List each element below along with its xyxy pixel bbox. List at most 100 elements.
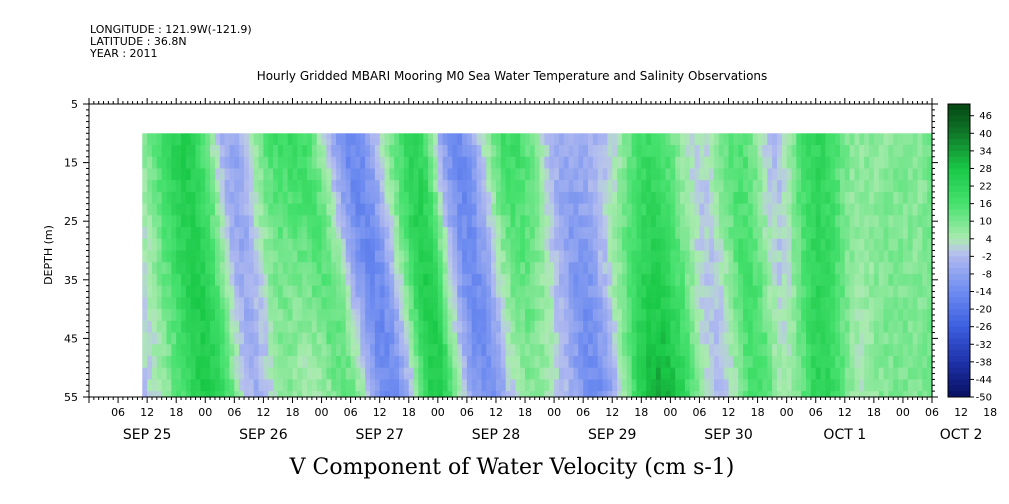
heatmap-cell: [331, 244, 337, 252]
heatmap-cell: [234, 332, 240, 339]
heatmap-cell: [355, 150, 361, 158]
heatmap-cell: [534, 133, 541, 140]
heatmap-cell: [340, 174, 347, 181]
heatmap-cell: [389, 227, 395, 234]
heatmap-cell: [374, 344, 381, 351]
heatmap-cell: [408, 297, 415, 304]
heatmap-cell: [268, 338, 274, 345]
heatmap-cell: [471, 332, 478, 339]
heatmap-cell: [156, 186, 163, 193]
heatmap-cell: [549, 268, 555, 275]
heatmap-cell: [525, 320, 531, 328]
heatmap-cell: [176, 350, 182, 357]
heatmap-cell: [660, 150, 667, 158]
heatmap-cell: [224, 320, 231, 328]
heatmap-cell: [355, 355, 361, 363]
heatmap-cell: [476, 303, 483, 310]
heatmap-cell: [277, 273, 284, 281]
heatmap-cell: [336, 309, 342, 316]
heatmap-cell: [413, 350, 420, 357]
heatmap-cell: [471, 174, 478, 181]
heatmap-cell: [389, 238, 395, 246]
heatmap-cell: [558, 344, 565, 351]
heatmap-cell: [181, 232, 187, 240]
heatmap-cell: [345, 326, 352, 334]
heatmap-cell: [253, 168, 260, 175]
heatmap-cell: [457, 227, 463, 234]
heatmap-cell: [263, 350, 269, 357]
heatmap-cell: [588, 273, 594, 281]
heatmap-cell: [181, 209, 187, 216]
heatmap-cell: [389, 197, 395, 205]
heatmap-cell: [142, 180, 148, 187]
heatmap-cell: [636, 186, 642, 193]
heatmap-cell: [544, 379, 550, 386]
heatmap-cell: [418, 238, 424, 246]
heatmap-cell: [181, 268, 187, 275]
heatmap-cell: [214, 273, 221, 281]
heatmap-cell: [442, 361, 449, 369]
heatmap-cell: [292, 215, 298, 222]
heatmap-cell: [655, 162, 662, 170]
heatmap-cell: [418, 309, 424, 316]
heatmap-cell: [195, 314, 202, 322]
heatmap-cell: [423, 344, 429, 351]
latitude-label: LATITUDE : 36.8N: [90, 35, 187, 48]
heatmap-cell: [592, 250, 599, 257]
heatmap-cell: [292, 150, 298, 158]
heatmap-cell: [161, 191, 168, 199]
heatmap-cell: [166, 391, 172, 398]
heatmap-cell: [602, 145, 608, 152]
heatmap-cell: [302, 297, 308, 304]
heatmap-cell: [476, 297, 483, 304]
heatmap-cell: [520, 385, 526, 392]
heatmap-cell: [282, 191, 289, 199]
heatmap-cell: [210, 279, 216, 287]
heatmap-cell: [651, 273, 657, 281]
heatmap-cell: [176, 297, 182, 304]
heatmap-cell: [205, 344, 211, 351]
heatmap-cell: [384, 303, 390, 310]
heatmap-cell: [331, 367, 337, 375]
heatmap-cell: [554, 303, 560, 310]
heatmap-cell: [181, 197, 187, 205]
heatmap-cell: [423, 350, 429, 357]
heatmap-cell: [529, 291, 536, 298]
heatmap-cell: [263, 156, 269, 164]
heatmap-cell: [263, 133, 269, 140]
heatmap-cell: [331, 221, 337, 228]
heatmap-cell: [457, 338, 463, 345]
heatmap-cell: [210, 309, 216, 316]
heatmap-cell: [495, 350, 502, 357]
heatmap-cell: [491, 133, 497, 140]
heatmap-cell: [336, 250, 342, 257]
heatmap-cell: [166, 355, 172, 363]
heatmap-cell: [331, 285, 337, 293]
heatmap-cell: [248, 379, 255, 386]
heatmap-cell: [437, 303, 444, 310]
heatmap-cell: [176, 250, 182, 257]
heatmap-cell: [408, 156, 415, 164]
heatmap-cell: [181, 367, 187, 375]
heatmap-cell: [597, 215, 604, 222]
heatmap-cell: [229, 291, 235, 298]
heatmap-cell: [583, 309, 589, 316]
heatmap-cell: [617, 191, 623, 199]
heatmap-cell: [462, 227, 468, 234]
heatmap-cell: [345, 232, 352, 240]
heatmap-cell: [578, 232, 584, 240]
heatmap-cell: [190, 180, 197, 187]
heatmap-cell: [675, 279, 681, 287]
heatmap-cell: [229, 227, 235, 234]
heatmap-cell: [573, 268, 579, 275]
heatmap-cell: [476, 168, 483, 175]
heatmap-cell: [268, 268, 274, 275]
heatmap-cell: [534, 244, 541, 252]
heatmap-cell: [554, 391, 560, 398]
heatmap-cell: [495, 297, 502, 304]
heatmap-cell: [156, 291, 163, 298]
heatmap-cell: [142, 215, 148, 222]
heatmap-cell: [268, 203, 274, 211]
heatmap-cell: [239, 332, 245, 339]
heatmap-cell: [171, 174, 177, 181]
